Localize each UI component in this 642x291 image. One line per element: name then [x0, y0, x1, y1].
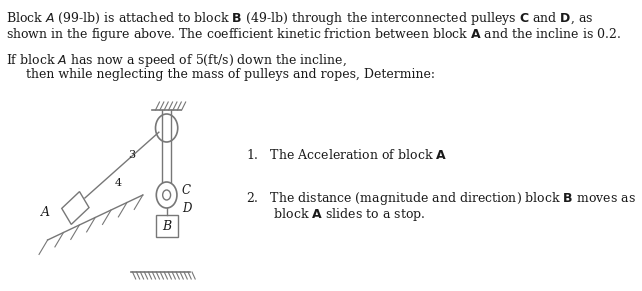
Text: Block $A$ (99-lb) is attached to block $\mathbf{B}$ (49-lb) through the intercon: Block $A$ (99-lb) is attached to block $…: [6, 10, 594, 27]
Text: 3: 3: [128, 150, 135, 160]
Text: then while neglecting the mass of pulleys and ropes, Determine:: then while neglecting the mass of pulley…: [6, 68, 435, 81]
Text: 4: 4: [114, 178, 121, 188]
Text: If block $A$ has now a speed of 5(ft/s) down the incline,: If block $A$ has now a speed of 5(ft/s) …: [6, 52, 347, 69]
Text: D: D: [182, 203, 191, 216]
Text: 1.   The Acceleration of block $\mathbf{A}$: 1. The Acceleration of block $\mathbf{A}…: [246, 148, 447, 162]
Text: block $\mathbf{A}$ slides to a stop.: block $\mathbf{A}$ slides to a stop.: [246, 206, 426, 223]
Text: shown in the figure above. The coefficient kinetic friction between block $\math: shown in the figure above. The coefficie…: [6, 26, 621, 43]
Bar: [155, 215, 178, 237]
Text: 2.   The distance (magnitude and direction) block $\mathbf{B}$ moves as: 2. The distance (magnitude and direction…: [246, 190, 636, 207]
Text: A: A: [40, 205, 49, 219]
Text: C: C: [182, 184, 191, 198]
Text: B: B: [162, 219, 171, 233]
